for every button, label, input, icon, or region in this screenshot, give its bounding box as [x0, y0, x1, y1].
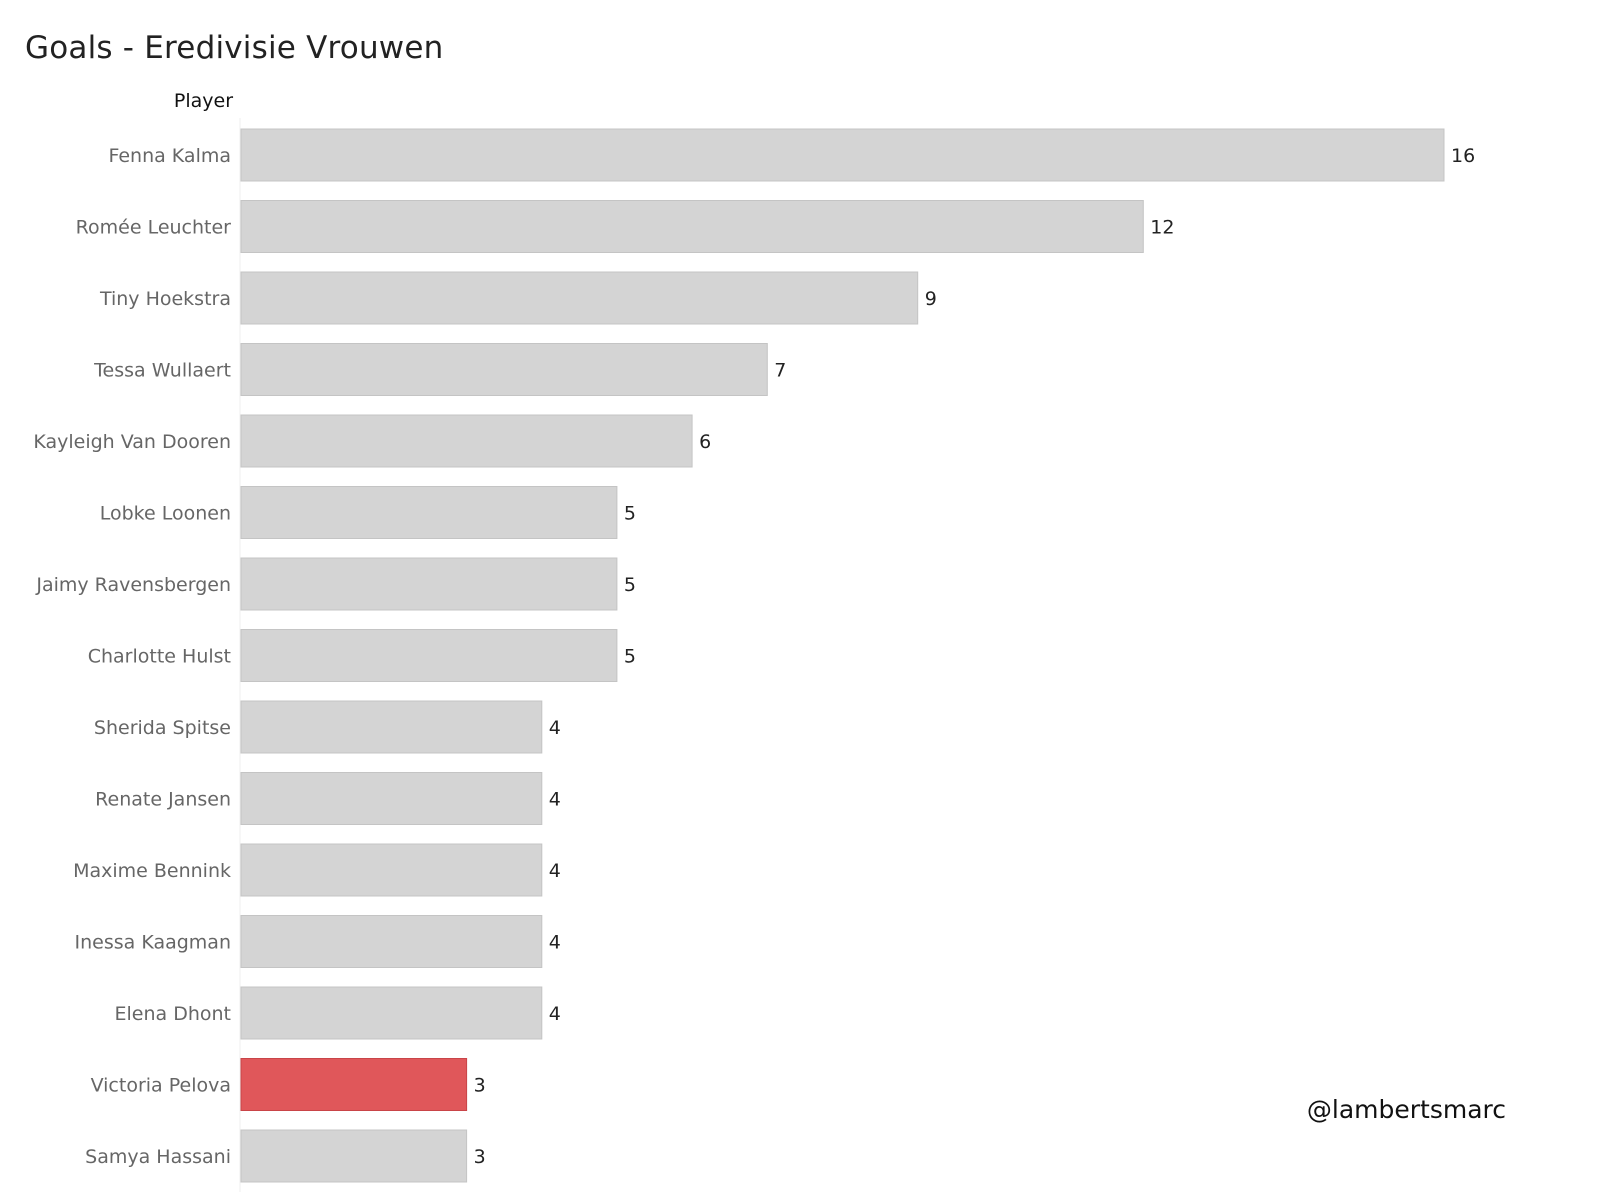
bar-maxime-bennink	[240, 843, 543, 897]
value-label: 5	[624, 503, 636, 525]
value-label: 5	[624, 646, 636, 668]
category-label: Victoria Pelova	[91, 1075, 231, 1097]
category-label: Romée Leuchter	[76, 217, 232, 239]
value-label: 4	[549, 789, 561, 811]
value-label: 16	[1451, 145, 1475, 167]
category-label: Renate Jansen	[95, 789, 231, 811]
category-label: Samya Hassani	[85, 1146, 231, 1168]
value-label: 7	[774, 360, 786, 382]
value-label: 3	[474, 1146, 486, 1168]
category-label: Fenna Kalma	[108, 145, 231, 167]
bar-kayleigh-van-dooren	[240, 414, 693, 468]
value-label: 4	[549, 860, 561, 882]
bar-tiny-hoekstra	[240, 271, 919, 325]
value-label: 3	[474, 1075, 486, 1097]
bar-tessa-wullaert	[240, 343, 768, 396]
value-label: 4	[549, 1003, 561, 1025]
category-label: Tessa Wullaert	[93, 360, 231, 382]
axis-header-player: Player	[173, 90, 233, 112]
value-label: 12	[1150, 217, 1174, 239]
chart-title: Goals - Eredivisie Vrouwen	[25, 30, 444, 66]
bar-rom-e-leuchter	[240, 200, 1144, 253]
value-label: 6	[699, 431, 711, 453]
credit-handle: @lambertsmarc	[1306, 1095, 1506, 1124]
value-label: 5	[624, 574, 636, 596]
category-label: Elena Dhont	[115, 1003, 232, 1025]
bar-inessa-kaagman	[240, 915, 543, 968]
value-label: 4	[549, 717, 561, 739]
category-label: Charlotte Hulst	[88, 646, 231, 668]
category-label: Sherida Spitse	[94, 717, 231, 739]
bar-elena-dhont	[240, 986, 543, 1040]
bar-fenna-kalma	[240, 128, 1445, 182]
bar-charlotte-hulst	[240, 629, 618, 682]
category-label: Jaimy Ravensbergen	[35, 574, 231, 596]
category-label: Lobke Loonen	[100, 503, 231, 525]
value-label: 9	[925, 288, 937, 310]
category-label: Kayleigh Van Dooren	[33, 431, 231, 453]
bar-samya-hassani	[240, 1129, 468, 1183]
category-label: Maxime Bennink	[73, 860, 231, 882]
bar-renate-jansen	[240, 772, 543, 825]
bar-sherida-spitse	[240, 700, 543, 754]
category-label: Inessa Kaagman	[75, 932, 231, 954]
bar-victoria-pelova	[240, 1058, 468, 1111]
bar-jaimy-ravensbergen	[240, 557, 618, 611]
bar-lobke-loonen	[240, 486, 618, 539]
category-label: Tiny Hoekstra	[99, 288, 231, 310]
value-label: 4	[549, 932, 561, 954]
